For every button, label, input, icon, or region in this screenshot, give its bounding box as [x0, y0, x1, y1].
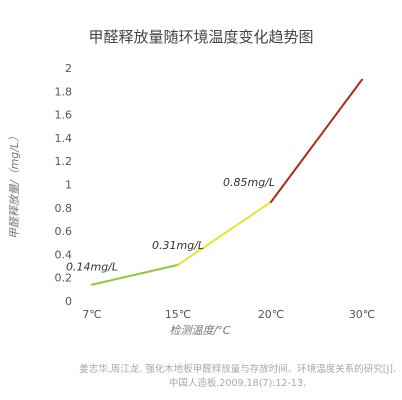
x-axis-ticks: 7℃ 15℃ 20℃ 30℃: [82, 308, 375, 321]
y-axis-title: 甲醛释放量/（mg/L）: [8, 131, 21, 239]
y-tick-label: 2: [65, 62, 72, 75]
y-tick-label: 1.8: [55, 85, 73, 98]
x-tick-label: 15℃: [165, 308, 191, 321]
y-tick-label: 1.2: [55, 155, 73, 168]
line-segment: [91, 263, 179, 286]
y-axis-ticks: 0 0.2 0.4 0.6 0.8 1 1.2 1.4 1.6 1.8 2: [55, 62, 73, 308]
line-segment: [177, 200, 272, 266]
data-labels: 0.14mg/L 0.31mg/L 0.85mg/L: [66, 176, 275, 274]
y-tick-label: 0: [65, 295, 72, 308]
x-tick-label: 20℃: [258, 308, 284, 321]
data-label: 0.85mg/L: [223, 176, 275, 189]
line-segment: [270, 78, 363, 203]
y-tick-label: 1: [65, 179, 72, 192]
y-tick-label: 1.6: [55, 109, 73, 122]
x-tick-label: 30℃: [349, 308, 375, 321]
y-tick-label: 0.2: [55, 272, 73, 285]
y-tick-label: 1.4: [55, 132, 73, 145]
data-label: 0.31mg/L: [152, 239, 204, 252]
y-tick-label: 0.8: [55, 202, 73, 215]
x-axis-title: 检测温度/°C: [170, 324, 231, 337]
x-tick-label: 7℃: [82, 308, 101, 321]
y-tick-label: 0.6: [55, 225, 73, 238]
source-line-1: 姜志华,周江龙. 强化木地板甲醛释放量与存放时间、环境温度关系的研究[J].: [79, 363, 396, 375]
source-line-2: 中国人造板,2009,18(7):12-13.: [169, 377, 306, 389]
y-tick-label: 0.4: [55, 248, 73, 261]
data-label: 0.14mg/L: [66, 261, 118, 274]
series-line: [91, 78, 363, 286]
chart-title: 甲醛释放量随环境温度变化趋势图: [88, 28, 313, 46]
